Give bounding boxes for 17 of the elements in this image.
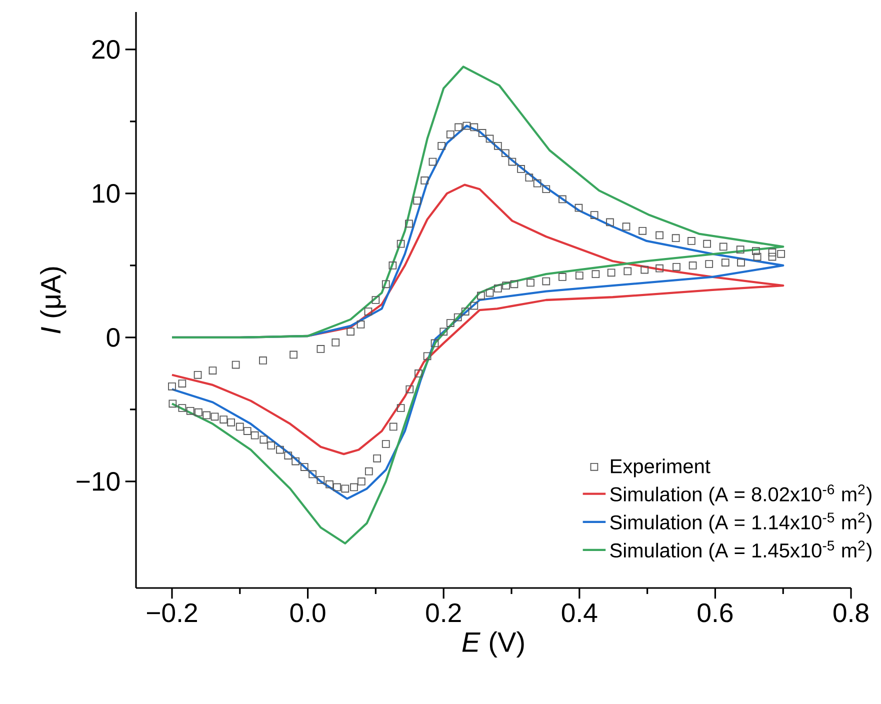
y-tick-label: 20 bbox=[92, 40, 120, 59]
x-tick-label: 0.8 bbox=[834, 603, 868, 622]
x-tick-label: 0.2 bbox=[426, 603, 461, 622]
legend-label: Simulation (A = 1.14x10$^{-5}$ m$^{2}$) bbox=[610, 512, 872, 534]
y-axis-title: I (μA) bbox=[40, 267, 66, 334]
legend-label: Simulation (A = 8.02x10$^{-6}$ m$^{2}$) bbox=[610, 484, 872, 506]
x-tick-label: 0.0 bbox=[290, 603, 326, 622]
line-series bbox=[170, 184, 784, 456]
y-tick-label: −10 bbox=[76, 472, 120, 491]
x-tick-label: 0.6 bbox=[698, 603, 733, 622]
y-tick-label: 0 bbox=[106, 328, 120, 347]
y-tick-label: 10 bbox=[92, 184, 120, 203]
x-tick-label: −0.2 bbox=[146, 603, 197, 622]
x-axis-title: E (V) bbox=[462, 631, 524, 658]
x-tick-label: 0.4 bbox=[562, 603, 598, 622]
legend-label: Simulation (A = 1.45x10$^{-5}$ m$^{2}$) bbox=[610, 540, 872, 562]
legend-label: Experiment bbox=[610, 458, 710, 478]
